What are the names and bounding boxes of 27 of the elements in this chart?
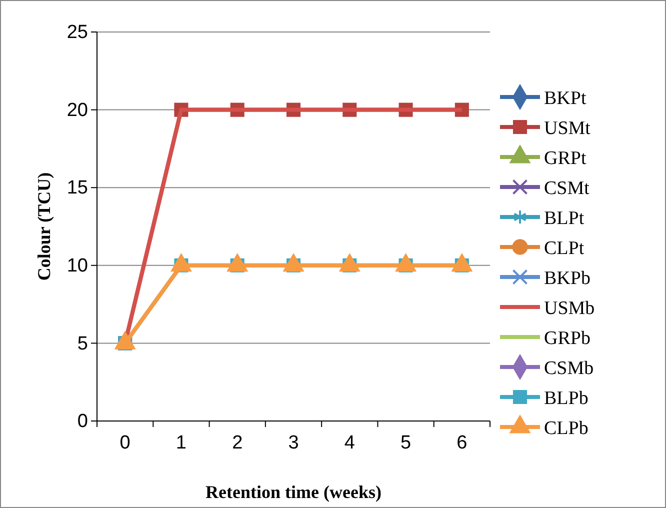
legend-label: CSMt [544, 178, 590, 199]
legend-label: CLPt [544, 238, 585, 259]
legend-label: BLPb [544, 388, 588, 409]
y-tick-label: 5 [77, 333, 88, 354]
legend-label: BLPt [544, 208, 585, 229]
legend-label: CLPb [544, 418, 588, 439]
y-axis-title: Colour (TCU) [34, 172, 54, 281]
legend-label: USMb [544, 298, 595, 319]
y-tick-label: 10 [66, 255, 88, 276]
x-tick-label: 3 [288, 432, 299, 454]
y-tick-label: 0 [77, 411, 88, 432]
x-tick-label: 0 [120, 432, 130, 454]
x-axis-title: Retention time (weeks) [206, 482, 382, 502]
x-tick-label: 1 [176, 432, 187, 454]
legend-label: BKPb [544, 268, 590, 289]
legend-label: GRPb [544, 328, 590, 349]
legend-label: CSMb [544, 358, 594, 379]
x-tick-label: 4 [344, 432, 356, 454]
legend-label: GRPt [544, 148, 587, 169]
y-tick-label: 20 [66, 100, 88, 121]
x-tick-label: 6 [456, 432, 468, 454]
x-tick-label: 2 [232, 432, 243, 454]
y-tick-label: 25 [66, 22, 88, 44]
y-tick-label: 15 [66, 178, 88, 199]
legend-label: BKPt [544, 88, 587, 109]
legend-label: USMt [544, 118, 592, 139]
x-tick-label: 5 [400, 432, 412, 454]
